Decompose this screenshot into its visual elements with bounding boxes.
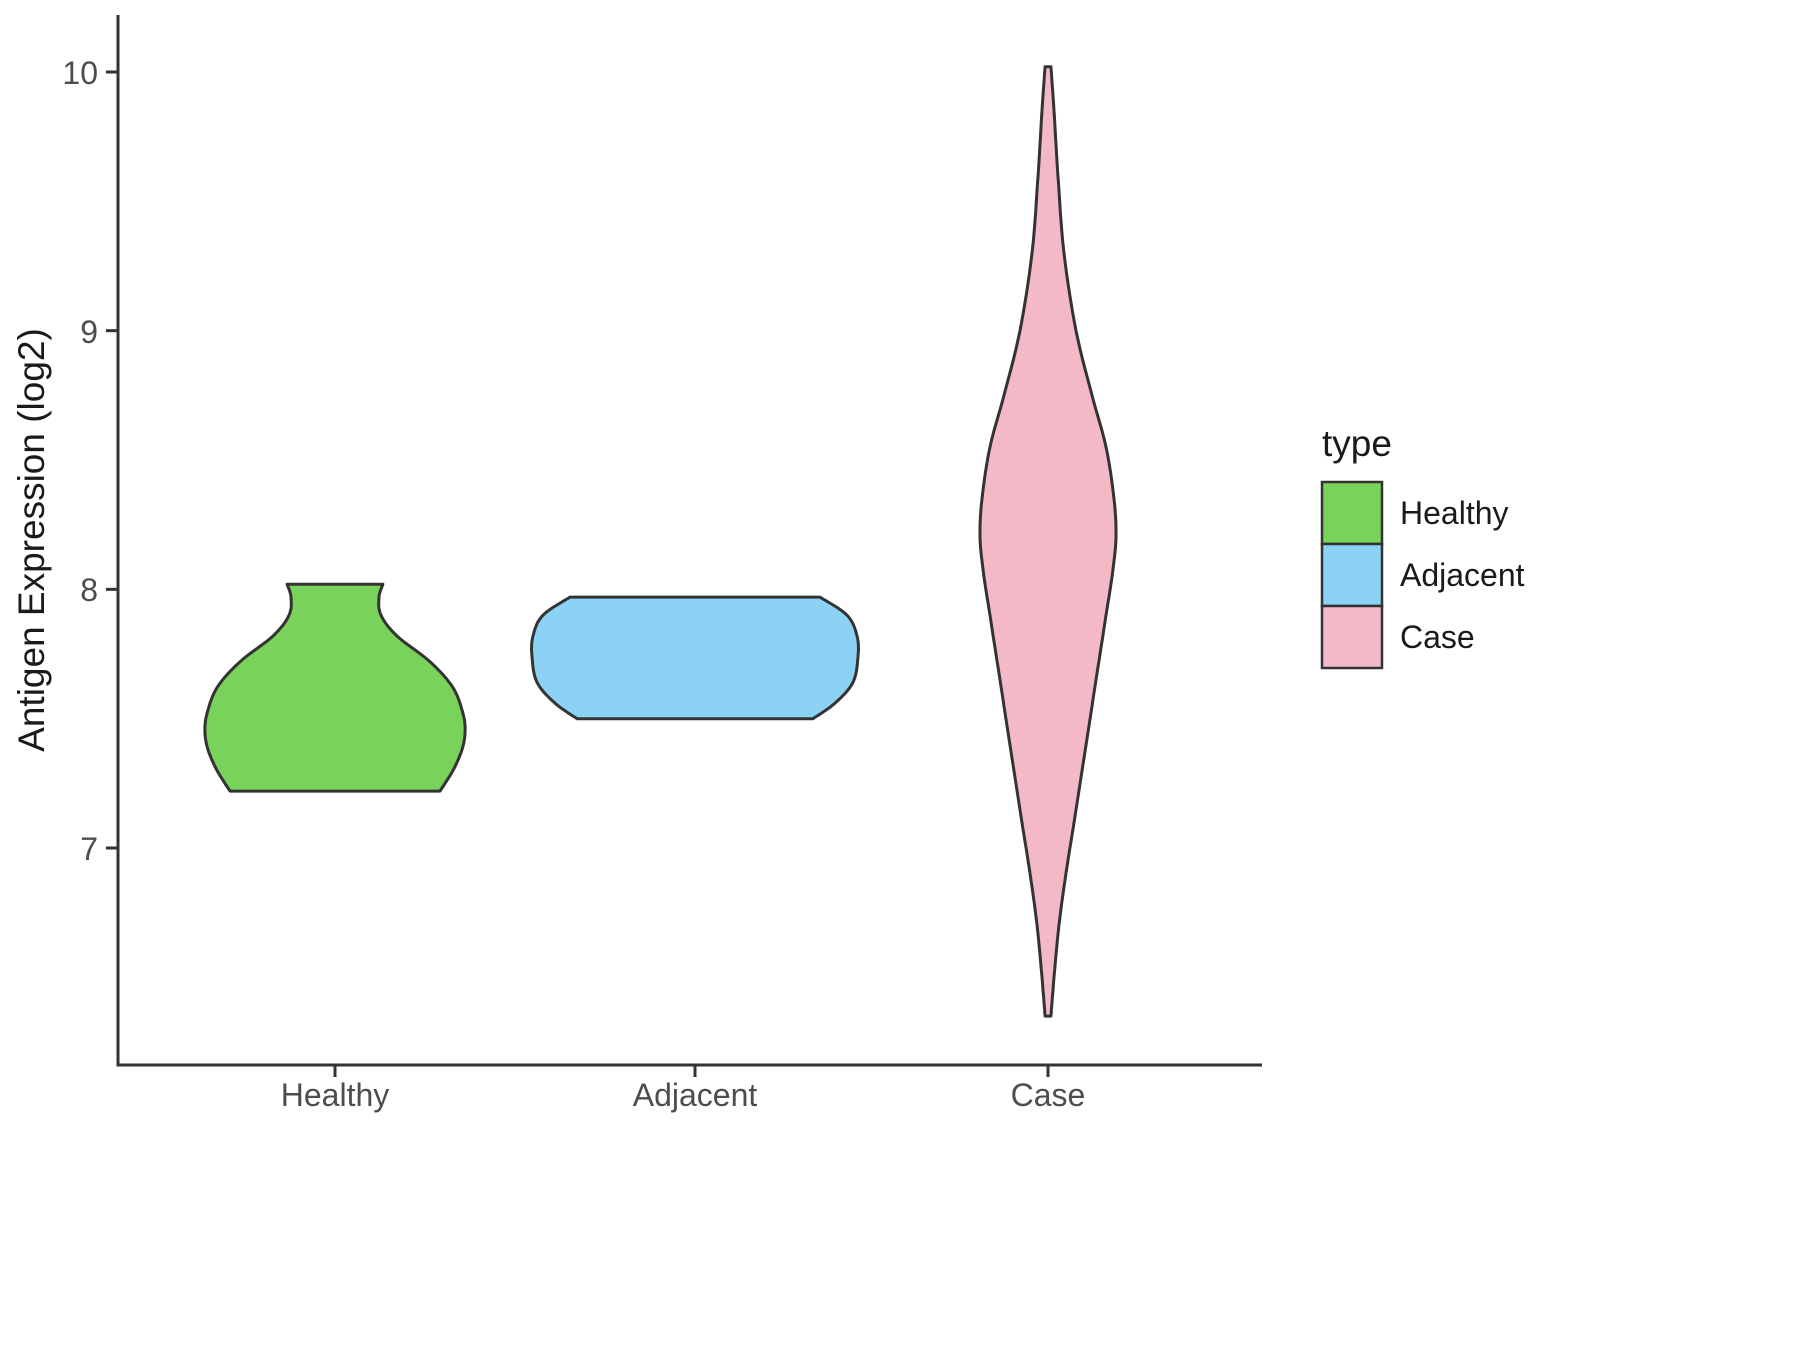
legend-label-adjacent: Adjacent: [1400, 557, 1525, 593]
y-tick-label-7: 7: [80, 831, 98, 867]
legend-swatch-case: [1320, 604, 1384, 670]
legend: type Healthy Adjacent Case: [1320, 423, 1525, 670]
legend-swatch-adjacent: [1320, 542, 1384, 608]
violins-layer: [203, 65, 1118, 1018]
violin-healthy: [203, 582, 467, 793]
legend-label-healthy: Healthy: [1400, 495, 1509, 531]
legend-title: type: [1322, 423, 1392, 464]
axis-ticks-layer: [106, 70, 1050, 1077]
violin-case: [978, 65, 1118, 1018]
violin-adjacent: [530, 595, 860, 721]
legend-swatch-healthy: [1320, 480, 1384, 546]
y-axis-title: Antigen Expression (log2): [11, 328, 52, 752]
y-tick-label-9: 9: [80, 314, 98, 350]
legend-label-case: Case: [1400, 619, 1475, 655]
x-tick-label-case: Case: [1011, 1077, 1086, 1113]
y-tick-label-10: 10: [62, 55, 98, 91]
y-tick-label-8: 8: [80, 572, 98, 608]
x-tick-label-healthy: Healthy: [281, 1077, 390, 1113]
x-tick-label-adjacent: Adjacent: [633, 1077, 758, 1113]
